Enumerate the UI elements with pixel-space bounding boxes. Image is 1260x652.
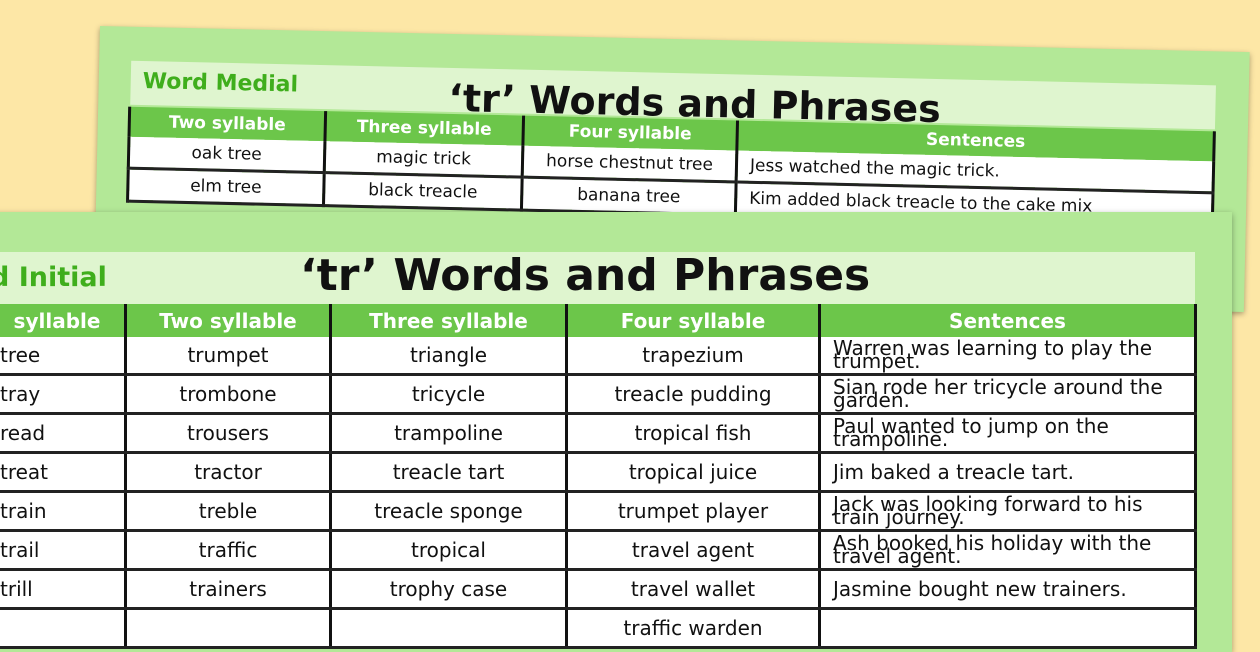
- column-header: Three syllable: [329, 304, 568, 337]
- word-cell: train: [0, 491, 127, 532]
- column-header: syllable: [0, 304, 127, 337]
- table-row: traffic warden: [0, 608, 1197, 649]
- table-row: tray trombone tricycle treacle pudding Sian …: [0, 374, 1197, 415]
- sentence-cell: Jim baked a treacle tart.: [818, 452, 1197, 493]
- sentence-cell: [818, 608, 1197, 649]
- sentence-cell: Jack was looking forward to his train jo…: [818, 491, 1197, 532]
- front-worksheet: d Initial ‘tr’ Words and Phrases syllabl…: [0, 212, 1232, 652]
- table-row: tree trumpet triangle trapezium Warren was l…: [0, 337, 1197, 376]
- word-cell: read: [0, 413, 127, 454]
- sentence-cell: Warren was learning to play the trumpet.: [818, 337, 1197, 376]
- word-cell: trampoline: [329, 413, 568, 454]
- column-header: Four syllable: [522, 115, 738, 151]
- word-cell: trumpet player: [565, 491, 821, 532]
- word-cell: tray: [0, 374, 127, 415]
- title-band: [0, 252, 1195, 304]
- word-cell: treble: [124, 491, 332, 532]
- word-cell: travel wallet: [565, 569, 821, 610]
- word-cell: oak tree: [128, 136, 325, 173]
- table-row: trill trainers trophy case travel wallet Jas…: [0, 569, 1197, 610]
- word-cell: [124, 608, 332, 649]
- table-row: train treble treacle sponge trumpet player J…: [0, 491, 1197, 532]
- word-cell: tree: [0, 337, 127, 376]
- word-cell: tropical: [329, 530, 568, 571]
- word-cell: triangle: [329, 337, 568, 376]
- word-cell: banana tree: [521, 177, 737, 215]
- sentence-cell: Sian rode her tricycle around the garden…: [818, 374, 1197, 415]
- worksheet-title: ‘tr’ Words and Phrases: [300, 250, 871, 301]
- word-cell: treacle tart: [329, 452, 568, 493]
- word-cell: traffic: [124, 530, 332, 571]
- word-cell: treat: [0, 452, 127, 493]
- word-cell: trapezium: [565, 337, 821, 376]
- word-cell: tricycle: [329, 374, 568, 415]
- table-row: read trousers trampoline tropical fish Paul …: [0, 413, 1197, 454]
- word-table: syllable Two syllable Three syllable Four s…: [0, 304, 1197, 649]
- column-header: Three syllable: [324, 111, 524, 146]
- word-cell: tropical fish: [565, 413, 821, 454]
- sentence-cell: Paul wanted to jump on the trampoline.: [818, 413, 1197, 454]
- column-header: Sentences: [818, 304, 1197, 337]
- table-row: treat tractor treacle tart tropical juice Ji…: [0, 452, 1197, 493]
- word-cell: tractor: [124, 452, 332, 493]
- word-cell: trumpet: [124, 337, 332, 376]
- worksheet-label: d Initial: [0, 262, 107, 293]
- word-cell: magic trick: [324, 141, 523, 178]
- column-header: Two syllable: [124, 304, 332, 337]
- word-cell: trousers: [124, 413, 332, 454]
- word-cell: trainers: [124, 569, 332, 610]
- word-cell: travel agent: [565, 530, 821, 571]
- worksheet-label: Word Medial: [142, 68, 299, 98]
- word-cell: trombone: [124, 374, 332, 415]
- word-cell: trill: [0, 569, 127, 610]
- word-cell: treacle pudding: [565, 374, 821, 415]
- sentence-cell: Ash booked his holiday with the travel a…: [818, 530, 1197, 571]
- word-cell: trail: [0, 530, 127, 571]
- table-row: trail traffic tropical travel agent Ash book…: [0, 530, 1197, 571]
- word-cell: treacle sponge: [329, 491, 568, 532]
- word-cell: elm tree: [127, 168, 325, 206]
- word-cell: traffic warden: [565, 608, 821, 649]
- sentence-cell: Jasmine bought new trainers.: [818, 569, 1197, 610]
- word-cell: [329, 608, 568, 649]
- word-cell: [0, 608, 127, 649]
- word-cell: trophy case: [329, 569, 568, 610]
- column-header: Four syllable: [565, 304, 821, 337]
- word-cell: horse chestnut tree: [522, 145, 737, 182]
- word-cell: tropical juice: [565, 452, 821, 493]
- column-header: Two syllable: [128, 106, 326, 142]
- word-cell: black treacle: [323, 172, 523, 211]
